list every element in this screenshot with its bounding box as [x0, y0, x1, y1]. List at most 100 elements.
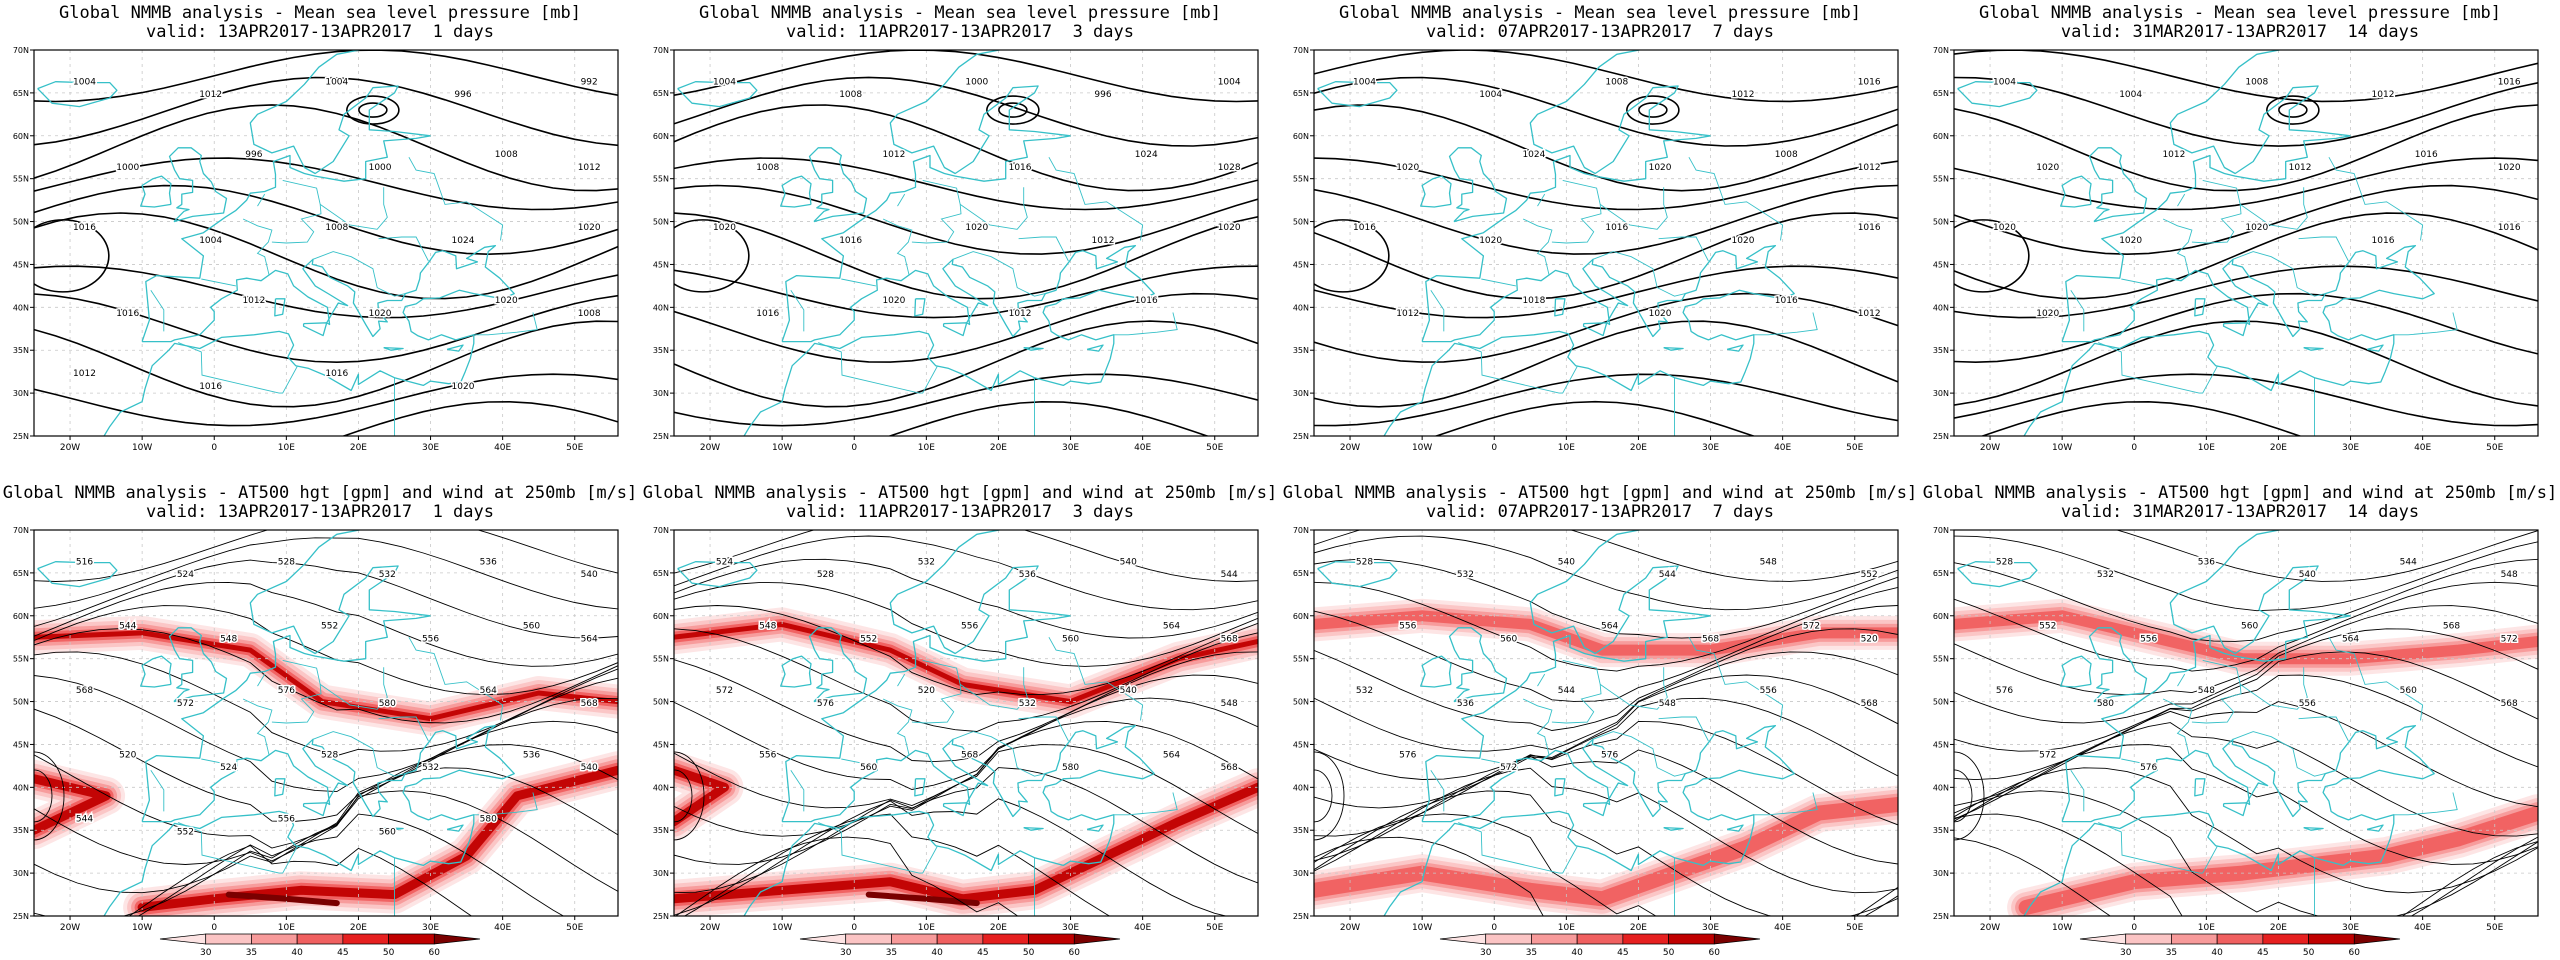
lon-tick-label: 10W [2052, 443, 2072, 453]
isoline [674, 320, 1258, 408]
lon-tick-label: 20W [60, 923, 80, 933]
country-border [473, 312, 538, 336]
colorbar-tick-label: 50 [1023, 948, 1035, 958]
contour-label: 1012 [1858, 163, 1881, 173]
contour-label: 524 [716, 557, 733, 567]
coastline [103, 724, 515, 916]
isoline [34, 373, 618, 427]
coastline [446, 824, 464, 832]
lat-tick-label: 40N [13, 303, 29, 312]
isoline [1954, 628, 2538, 724]
coastline [1663, 826, 1684, 831]
lon-tick-label: 0 [1491, 923, 1497, 933]
lon-tick-label: 0 [211, 443, 217, 453]
coastline [1448, 627, 1508, 703]
colorbar-tick-label: 30 [840, 948, 852, 958]
isoline [1954, 837, 2538, 916]
lon-tick-label: 40E [1774, 443, 1791, 453]
contour-label: 536 [2198, 557, 2215, 567]
contour-label: 1012 [1092, 236, 1115, 246]
contour-label: 556 [2299, 699, 2316, 709]
coastline [1529, 530, 1718, 655]
contour-label: 556 [961, 622, 978, 632]
contour-label: 560 [2400, 686, 2417, 696]
isoline [1314, 813, 1898, 916]
lon-tick-label: 10E [918, 923, 935, 933]
low-center [2266, 95, 2320, 125]
map-svg: 528 532 540 544 548 552 556 560 564 568 572 520 532 5… [1293, 526, 1899, 958]
contour-label: 996 [454, 90, 471, 100]
country-border [2121, 758, 2156, 767]
isoline [34, 537, 618, 610]
country-border [242, 698, 273, 755]
coastline [1448, 147, 1508, 223]
lat-tick-label: 55N [13, 655, 29, 664]
country-border [1592, 251, 1686, 297]
country-border [790, 289, 805, 332]
lat-tick-label: 70N [1933, 526, 1949, 535]
isoline [674, 744, 1258, 865]
lat-tick-label: 50N [1933, 218, 1949, 227]
isoline [34, 697, 618, 822]
colorbar-swatch [1439, 933, 1487, 945]
map-frame [673, 529, 1259, 917]
contour-label: 544 [1659, 570, 1676, 580]
contour-label: 1016 [1605, 223, 1628, 233]
coastline [168, 147, 228, 223]
country-border [2239, 187, 2308, 230]
contour-label: 1016 [1135, 296, 1158, 306]
jet-core [865, 891, 980, 907]
country-border [959, 187, 1028, 230]
lat-tick-label: 45N [653, 260, 669, 269]
lat-tick-label: 30N [1933, 389, 1949, 398]
country-border [2098, 342, 2218, 394]
isoline [1954, 50, 2538, 103]
contour-label: 1020 [965, 223, 988, 233]
lat-tick-label: 60N [13, 612, 29, 621]
colorbar-swatch [1576, 933, 1624, 945]
contour-label: 1012 [578, 163, 601, 173]
country-border [2232, 731, 2326, 777]
isoline [34, 104, 618, 192]
lat-tick-label: 35N [13, 826, 29, 835]
lat-tick-label: 25N [1293, 912, 1309, 921]
lat-tick-label: 35N [1933, 346, 1949, 355]
contour-label: 1012 [1858, 309, 1881, 319]
isoline [1314, 558, 1898, 639]
lon-tick-label: 10E [918, 443, 935, 453]
contour-label: 1016 [2498, 77, 2521, 87]
colorbar-tick-label: 60 [429, 948, 441, 958]
colorbar-swatch [2171, 933, 2218, 945]
country-border [1753, 792, 1818, 816]
coastline [383, 346, 404, 351]
coastline [2088, 147, 2148, 223]
contour-label: 1028 [1218, 163, 1241, 173]
isoline [34, 184, 618, 256]
isoline [2115, 530, 2538, 582]
coastline [1663, 346, 1684, 351]
contour-label: 556 [2140, 635, 2157, 645]
lat-tick-label: 70N [1293, 526, 1309, 535]
isoline [34, 720, 618, 849]
high-center [674, 219, 750, 293]
isoline [674, 76, 1258, 147]
isoline [674, 373, 1258, 427]
lon-tick-label: 30E [422, 443, 439, 453]
contour-label: 1016 [1009, 163, 1032, 173]
country-border [1113, 792, 1178, 816]
contour-label: 1012 [2162, 150, 2185, 160]
coastline [2222, 802, 2248, 817]
lat-tick-label: 30N [653, 389, 669, 398]
coastline [1582, 802, 1608, 817]
contour-label: 572 [716, 686, 733, 696]
country-border [818, 822, 938, 874]
contour-label: 1008 [839, 90, 862, 100]
high-center [34, 751, 65, 841]
colorbar-swatch [2353, 933, 2401, 945]
contour-label: 580 [1062, 763, 1079, 773]
contour-label: 548 [2501, 570, 2518, 580]
mslp-panel-1: 1004 1012 1004 996 992 1000 996 1000 1008 1012 101… [0, 0, 640, 480]
contour-label: 580 [379, 699, 396, 709]
lat-tick-label: 60N [1293, 132, 1309, 141]
country-border [312, 251, 406, 297]
